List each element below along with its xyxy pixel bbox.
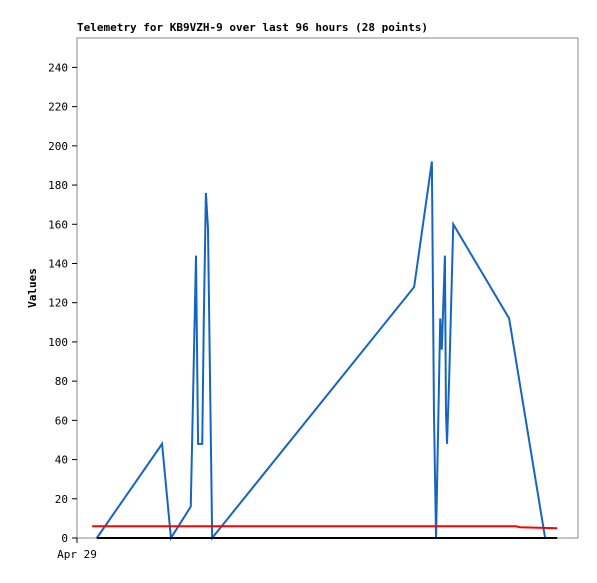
y-axis-label: Values (26, 268, 39, 308)
y-tick-label: 160 (48, 218, 68, 231)
y-tick-label: 100 (48, 336, 68, 349)
y-tick-label: 240 (48, 61, 68, 74)
x-tick-label: Apr 29 (57, 548, 97, 561)
y-tick-label: 40 (55, 454, 68, 467)
chart-title: Telemetry for KB9VZH-9 over last 96 hour… (77, 21, 428, 34)
y-tick-label: 200 (48, 140, 68, 153)
line-series (92, 525, 558, 530)
line-series (96, 161, 547, 542)
y-tick-label: 0 (61, 532, 68, 545)
y-tick-label: 140 (48, 257, 68, 270)
y-tick-label: 220 (48, 101, 68, 114)
y-tick-label: 20 (55, 493, 68, 506)
y-tick-label: 80 (55, 375, 68, 388)
y-tick-label: 180 (48, 179, 68, 192)
y-tick-label: 120 (48, 297, 68, 310)
plot-frame (76, 37, 579, 539)
y-tick-label: 60 (55, 414, 68, 427)
